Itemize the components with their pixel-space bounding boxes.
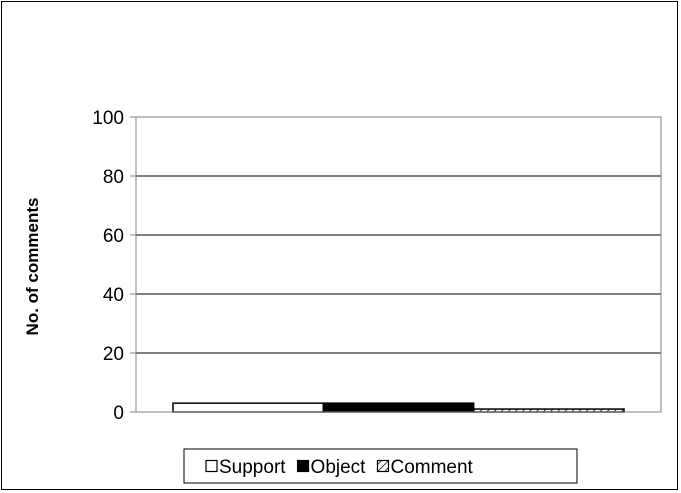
legend-label-object: Object (311, 457, 367, 478)
legend-label-support: Support (219, 457, 286, 478)
bar-support (172, 402, 325, 413)
plot-area (135, 116, 662, 413)
legend: Support Object Comment (183, 448, 578, 484)
y-tick-label: 60 (103, 226, 124, 247)
legend-swatch-comment (376, 459, 390, 473)
legend-swatch-object (296, 459, 310, 473)
y-tick-label: 80 (103, 167, 124, 188)
legend-items: Support Object Comment (205, 457, 474, 478)
y-tick-label: 100 (92, 108, 124, 129)
bar-object (322, 402, 475, 413)
gridlines (130, 116, 661, 413)
legend-label-comment: Comment (390, 457, 473, 478)
y-tick-label: 40 (103, 285, 124, 306)
y-tick-label: 0 (113, 403, 124, 424)
y-axis-title: No. of comments (23, 198, 42, 336)
bars (172, 402, 625, 413)
legend-swatch-support (205, 459, 218, 473)
y-tick-label: 20 (103, 344, 124, 365)
y-tick-labels: 0 20 40 60 80 100 (92, 108, 124, 424)
